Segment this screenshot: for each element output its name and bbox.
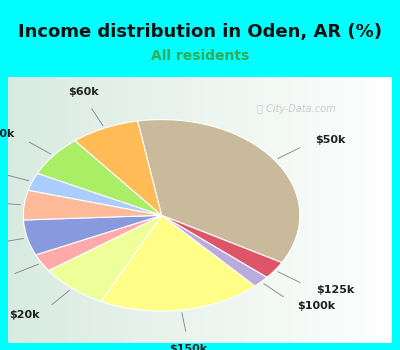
Text: $30k: $30k xyxy=(0,129,14,139)
Wedge shape xyxy=(37,141,162,215)
Wedge shape xyxy=(24,215,162,255)
Text: $125k: $125k xyxy=(316,285,354,295)
Text: $50k: $50k xyxy=(315,135,346,145)
Wedge shape xyxy=(101,215,255,311)
Text: $100k: $100k xyxy=(297,301,335,311)
Wedge shape xyxy=(28,173,162,215)
Wedge shape xyxy=(162,215,267,286)
Text: All residents: All residents xyxy=(151,49,249,63)
Text: $20k: $20k xyxy=(9,310,40,320)
Text: ⓘ City-Data.com: ⓘ City-Data.com xyxy=(257,104,335,114)
Wedge shape xyxy=(162,215,282,278)
Wedge shape xyxy=(75,121,162,215)
Text: Income distribution in Oden, AR (%): Income distribution in Oden, AR (%) xyxy=(18,22,382,41)
Text: $150k: $150k xyxy=(169,344,208,350)
Wedge shape xyxy=(49,215,162,301)
Text: $60k: $60k xyxy=(68,86,99,97)
Wedge shape xyxy=(138,120,300,262)
Wedge shape xyxy=(36,215,162,271)
Wedge shape xyxy=(23,190,162,220)
